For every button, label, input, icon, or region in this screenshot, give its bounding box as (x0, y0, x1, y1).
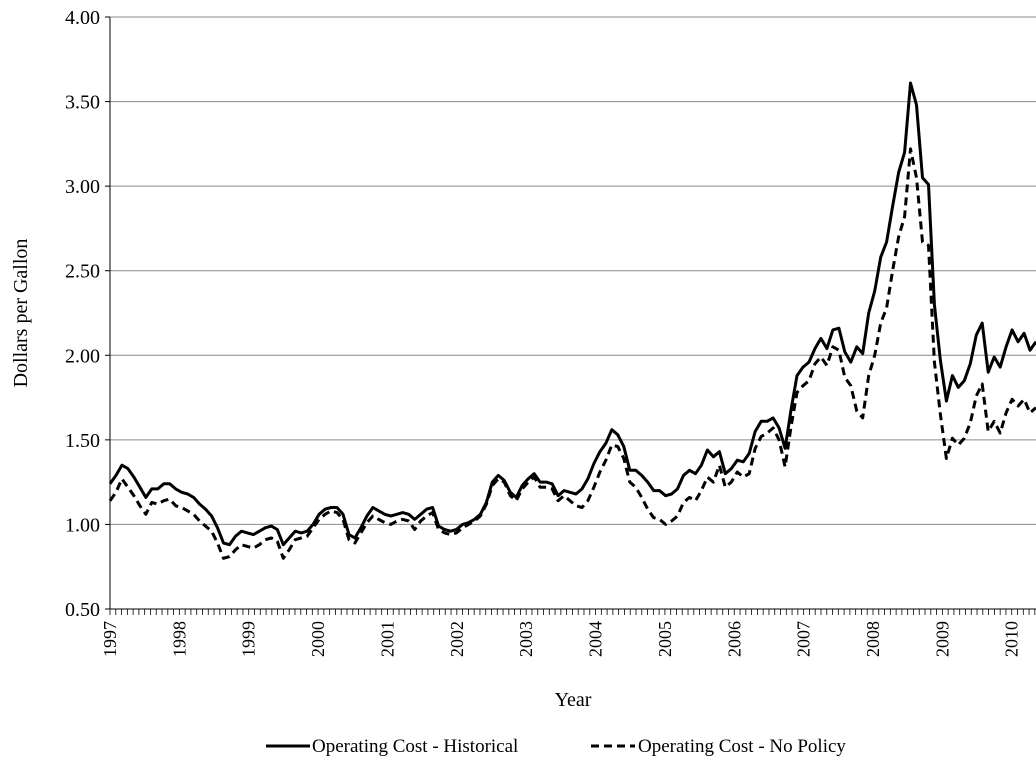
y-tick-labels: 0.50 1.00 1.50 2.00 2.50 3.00 3.50 4.00 (65, 7, 100, 621)
x-tick-label: 2004 (586, 621, 606, 657)
y-tick-label: 2.50 (65, 261, 100, 283)
x-tick-label: 1998 (169, 621, 189, 657)
y-tick-label: 2.00 (65, 345, 100, 367)
series-line-historical (108, 81, 1036, 547)
x-tick-label: 2005 (655, 621, 675, 657)
x-tick-label: 1997 (100, 621, 120, 657)
x-tick-label: 2006 (724, 621, 744, 657)
series-lines (108, 81, 1036, 560)
x-tick-label: 2002 (447, 621, 467, 657)
x-tick-label: 2008 (863, 621, 883, 657)
y-tick-label: 1.50 (65, 430, 100, 452)
legend-label-historical: Operating Cost - Historical (312, 736, 518, 757)
legend: Operating Cost - Historical Operating Co… (266, 736, 846, 757)
x-tick-label: 2001 (377, 621, 397, 657)
x-axis-label: Year (555, 689, 592, 711)
x-tick-labels: 1997 1998 1999 2000 2001 2002 2003 2004 2005 2006… (100, 621, 1022, 657)
legend-label-no-policy: Operating Cost - No Policy (638, 736, 846, 757)
gridlines (110, 16, 1036, 525)
x-tick-label: 2010 (1002, 621, 1022, 657)
y-tick-label: 3.50 (65, 92, 100, 114)
x-tick-label: 2009 (932, 621, 952, 657)
y-tick-label: 4.00 (65, 7, 100, 29)
axes (105, 16, 1036, 615)
y-tick-label: 0.50 (65, 599, 100, 621)
y-tick-label: 3.00 (65, 176, 100, 198)
x-tick-label: 2000 (308, 621, 328, 657)
x-tick-label: 1999 (239, 621, 259, 657)
x-tick-label: 2007 (794, 621, 814, 657)
x-tick-label: 2003 (516, 621, 536, 657)
y-axis-label: Dollars per Gallon (10, 239, 32, 388)
y-tick-label: 1.00 (65, 514, 100, 536)
series-line-no-policy (108, 147, 1036, 560)
